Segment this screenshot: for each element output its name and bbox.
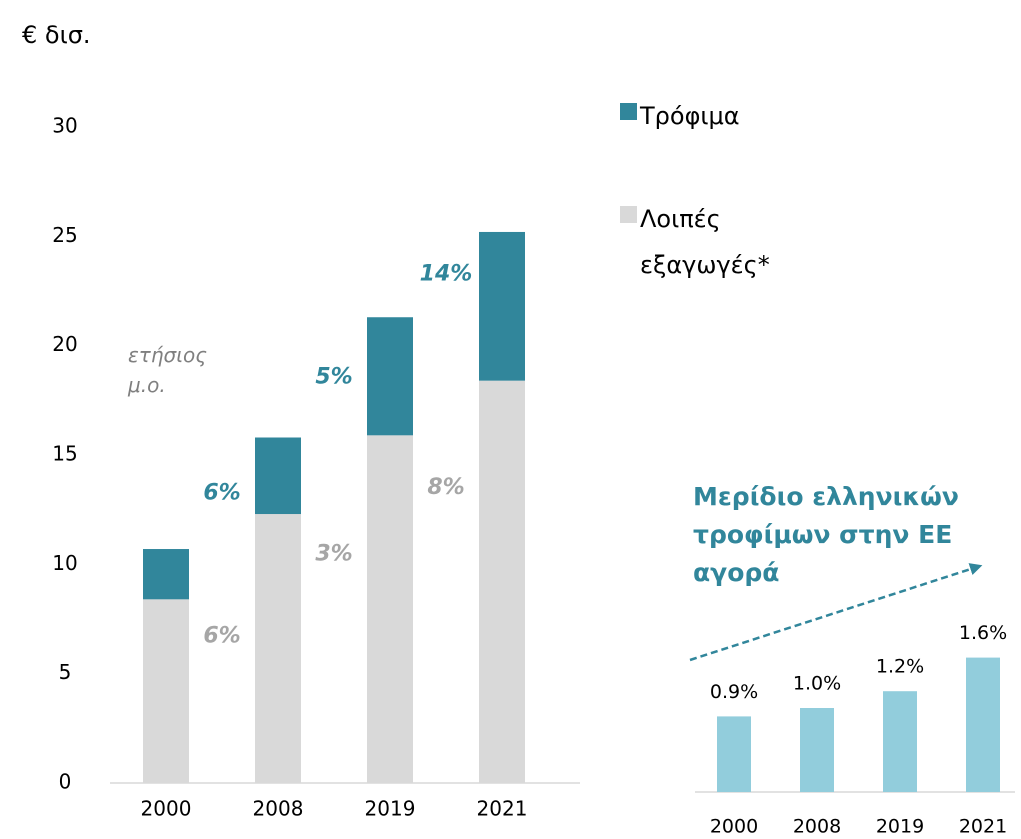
value-label: 1.2% [876,656,924,678]
value-label: 1.0% [793,673,841,695]
y-tick-label: 0 [59,770,72,794]
x-tick-label: 2008 [253,797,304,821]
bar-segment [367,317,413,436]
bar-segment [255,514,301,783]
y-tick-label: 15 [52,442,77,466]
bar [966,657,1000,792]
trend-arrow [689,563,983,662]
x-tick-label: 2000 [141,797,192,821]
growth-label: 8% [427,475,464,500]
bar-segment [479,380,525,783]
bar-segment [255,437,301,515]
x-tick-label: 2019 [876,816,924,838]
y-tick-label: 5 [59,660,72,684]
value-label: 0.9% [710,681,758,703]
bar [800,708,834,792]
bar-segment [143,599,189,783]
growth-label: 6% [203,480,240,505]
x-tick-label: 2021 [959,816,1007,838]
legend-swatch [620,206,637,223]
x-tick-label: 2021 [477,797,528,821]
value-label: 1.6% [959,622,1007,644]
y-tick-label: 30 [52,114,77,138]
y-tick-label: 10 [52,551,77,575]
growth-label: 14% [420,262,473,287]
legend-swatch [620,103,637,120]
inset-title: Μερίδιο ελληνικών τροφίμων στην ΕΕ αγορά [693,482,959,587]
bar-segment [479,231,525,381]
legend-label: Τρόφιμα [640,102,740,130]
unit-label: € δισ. [22,21,91,49]
growth-label: 3% [315,542,352,567]
legend-label: Λοιπές εξαγωγές* [640,205,770,279]
x-tick-label: 2008 [793,816,841,838]
bar-segment [143,549,189,600]
y-tick-label: 25 [52,223,77,247]
annotation: ετήσιος μ.ο. [128,343,207,397]
bar [717,716,751,792]
y-tick-label: 20 [52,332,77,356]
bar-segment [367,435,413,783]
growth-label: 5% [315,364,352,389]
bar [883,691,917,792]
growth-label: 6% [203,624,240,649]
x-tick-label: 2019 [365,797,416,821]
x-tick-label: 2000 [710,816,758,838]
